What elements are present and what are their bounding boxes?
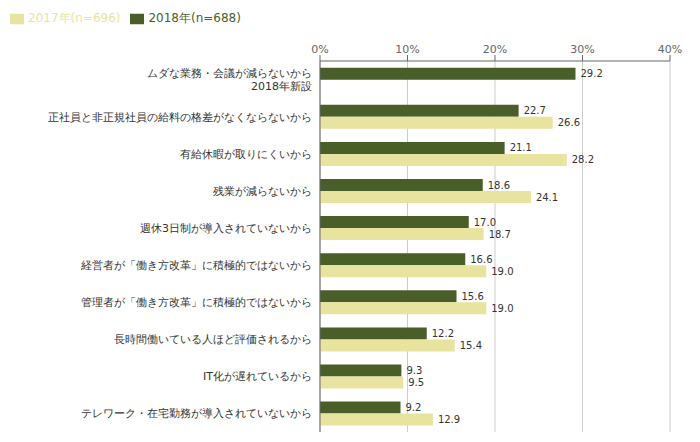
svg-text:管理者が「働き方改革」に積極的ではないから: 管理者が「働き方改革」に積極的ではないから (81, 296, 312, 309)
svg-text:16.6: 16.6 (470, 254, 492, 265)
svg-text:20%: 20% (483, 43, 507, 56)
svg-text:12.9: 12.9 (438, 414, 460, 425)
svg-text:12.2: 12.2 (432, 328, 454, 339)
svg-text:29.2: 29.2 (581, 68, 603, 79)
svg-text:21.1: 21.1 (510, 142, 532, 153)
svg-text:正社員と非正規社員の給料の格差がなくならないから: 正社員と非正規社員の給料の格差がなくならないから (48, 110, 312, 123)
svg-text:9.3: 9.3 (406, 365, 422, 376)
svg-text:長時間働いている人ほど評価されるから: 長時間働いている人ほど評価されるから (114, 333, 312, 346)
svg-text:週休3日制が導入されていないから: 週休3日制が導入されていないから (140, 221, 312, 234)
svg-text:28.2: 28.2 (572, 154, 594, 165)
svg-text:15.6: 15.6 (462, 291, 484, 302)
svg-text:有給休暇が取りにくいから: 有給休暇が取りにくいから (180, 147, 312, 160)
svg-text:IT化が遅れているから: IT化が遅れているから (203, 370, 312, 383)
svg-text:18.7: 18.7 (489, 229, 511, 240)
html-text:2017年(n=696): 2017年(n=696) (28, 11, 121, 25)
svg-text:15.4: 15.4 (460, 340, 482, 351)
svg-text:30%: 30% (570, 43, 594, 56)
svg-text:9.5: 9.5 (408, 377, 424, 388)
svg-text:残業が減らないから: 残業が減らないから (213, 184, 312, 197)
svg-text:経営者が「働き方改革」に積極的ではないから: 経営者が「働き方改革」に積極的ではないから (80, 259, 312, 272)
svg-text:18.6: 18.6 (488, 180, 510, 191)
svg-text:9.2: 9.2 (406, 402, 422, 413)
svg-text:10%: 10% (395, 43, 419, 56)
svg-text:テレワーク・在宅勤務が導入されていないから: テレワーク・在宅勤務が導入されていないから (81, 407, 312, 420)
svg-text:17.0: 17.0 (474, 217, 496, 228)
svg-text:26.6: 26.6 (558, 117, 580, 128)
html-text:2018年(n=688): 2018年(n=688) (148, 11, 241, 25)
svg-text:0%: 0% (311, 43, 328, 56)
svg-text:22.7: 22.7 (524, 105, 546, 116)
svg-text:24.1: 24.1 (536, 192, 558, 203)
svg-text:40%: 40% (658, 43, 682, 56)
svg-text:19.0: 19.0 (491, 266, 513, 277)
svg-text:19.0: 19.0 (491, 303, 513, 314)
svg-text:ムダな業務・会議が減らないから 2018年新設: ムダな業務・会議が減らないから 2018年新設 (147, 67, 312, 93)
